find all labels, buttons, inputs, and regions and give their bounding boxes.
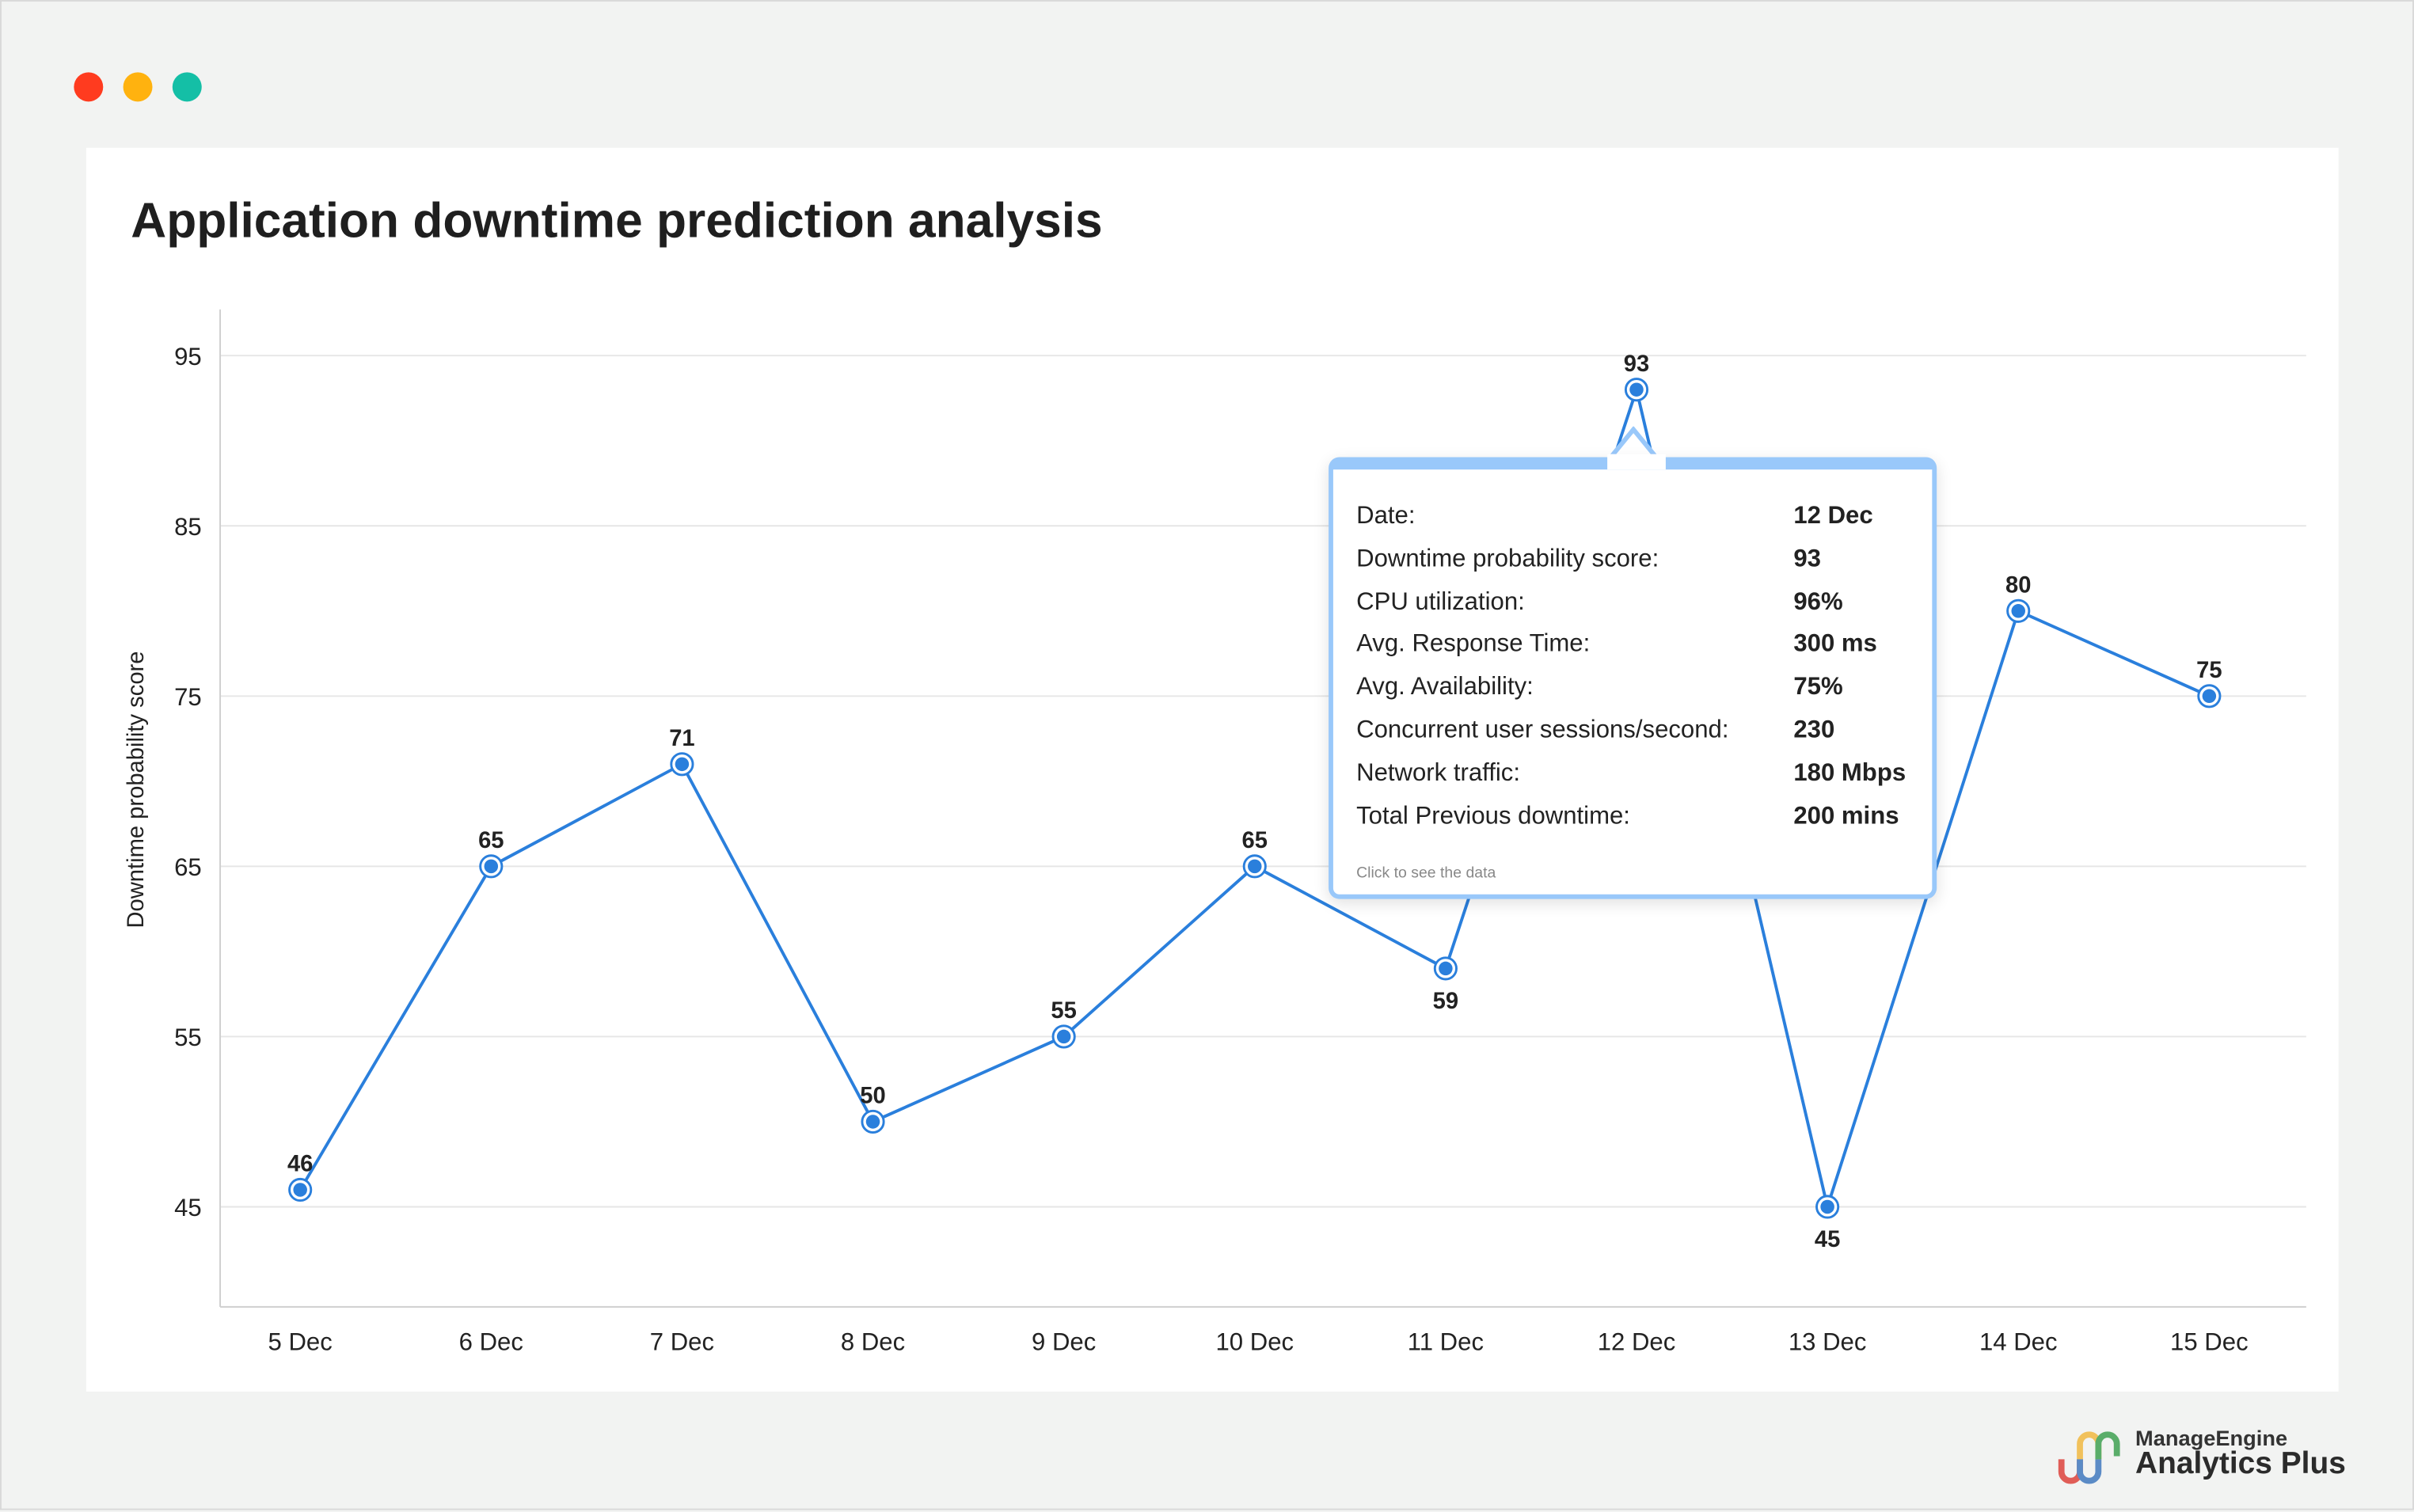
y-tick-label: 65 — [174, 853, 202, 881]
tooltip-label: Network traffic: — [1356, 760, 1521, 787]
tooltip-label: Date: — [1356, 503, 1416, 530]
y-tick-label: 75 — [174, 683, 202, 711]
data-tooltip: Date: 12 Dec Downtime probability score: 93… — [1329, 457, 1937, 899]
analytics-plus-logo-icon — [2058, 1431, 2120, 1484]
x-tick-label: 12 Dec — [1598, 1328, 1676, 1355]
data-point-dot — [865, 1115, 880, 1129]
data-point — [2197, 684, 2222, 709]
minimize-window-button[interactable] — [123, 72, 153, 102]
tooltip-label: CPU utilization: — [1356, 588, 1525, 616]
data-point — [1624, 378, 1649, 402]
data-label: 80 — [2005, 572, 2031, 598]
tooltip-label: Avg. Response Time: — [1356, 632, 1591, 659]
tooltip-link[interactable]: Click to see the data — [1356, 864, 1496, 883]
tooltip-row: Avg. Response Time: 300 ms — [1356, 632, 1925, 663]
x-tick-label: 10 Dec — [1215, 1328, 1294, 1355]
tooltip-row: Total Previous downtime: 200 mins — [1356, 803, 1925, 834]
data-point-dot — [1629, 382, 1644, 397]
data-point-dot — [675, 757, 690, 772]
x-tick-label: 14 Dec — [1979, 1328, 2058, 1355]
x-tick-label: 7 Dec — [650, 1328, 714, 1355]
data-label: 55 — [1051, 998, 1076, 1024]
data-label: 59 — [1433, 989, 1458, 1014]
data-label: 46 — [287, 1152, 313, 1177]
tooltip-value: 12 Dec — [1793, 503, 1873, 530]
tooltip-row: CPU utilization: 96% — [1356, 589, 1925, 620]
tooltip-arrow-cover — [1607, 454, 1666, 470]
tooltip-value: 300 ms — [1793, 632, 1877, 659]
chart-title: Application downtime prediction analysis — [131, 192, 1103, 249]
tooltip-value: 75% — [1793, 674, 1843, 701]
data-label: 65 — [1242, 828, 1268, 853]
data-point-dot — [2011, 604, 2025, 618]
data-point-dot — [2202, 689, 2217, 704]
tooltip-row: Date: 12 Dec — [1356, 503, 1925, 534]
tooltip-value: 96% — [1793, 588, 1843, 616]
tooltip-row: Network traffic: 180 Mbps — [1356, 760, 1925, 791]
tooltip-value: 180 Mbps — [1793, 760, 1906, 787]
close-window-button[interactable] — [74, 72, 104, 102]
data-point-dot — [1820, 1199, 1834, 1214]
tooltip-label: Avg. Availability: — [1356, 674, 1534, 701]
data-label: 45 — [1815, 1227, 1840, 1252]
data-point-dot — [1248, 859, 1262, 874]
y-axis-title: Downtime probability score — [124, 652, 149, 929]
data-label: 71 — [669, 726, 694, 751]
tooltip-label: Concurrent user sessions/second: — [1356, 717, 1729, 744]
tooltip-row: Concurrent user sessions/second: 230 — [1356, 717, 1925, 748]
y-tick-label: 55 — [174, 1024, 202, 1051]
logo: ManageEngine Analytics Plus — [2055, 1426, 2363, 1487]
data-label: 65 — [478, 828, 504, 853]
data-point — [2006, 598, 2031, 623]
tooltip-value: 230 — [1793, 717, 1835, 744]
data-label: 50 — [860, 1084, 885, 1109]
tooltip-row: Avg. Availability: 75% — [1356, 674, 1925, 705]
x-tick-label: 5 Dec — [268, 1328, 333, 1355]
tooltip-value: 200 mins — [1793, 803, 1899, 830]
data-point-dot — [1439, 961, 1453, 976]
data-point-dot — [484, 859, 499, 874]
x-tick-label: 9 Dec — [1032, 1328, 1096, 1355]
data-point — [1242, 854, 1267, 879]
y-tick-label: 85 — [174, 513, 202, 541]
tooltip-value: 93 — [1793, 545, 1821, 572]
tooltip-label: Total Previous downtime: — [1356, 803, 1630, 830]
data-point — [1815, 1195, 1840, 1219]
x-tick-label: 15 Dec — [2170, 1328, 2249, 1355]
y-tick-label: 95 — [174, 343, 202, 370]
x-tick-label: 11 Dec — [1408, 1328, 1484, 1355]
data-point — [288, 1177, 313, 1202]
tooltip-row: Downtime probability score: 93 — [1356, 546, 1925, 577]
data-point — [861, 1109, 885, 1134]
x-tick-label: 13 Dec — [1789, 1328, 1867, 1355]
data-label: 75 — [2196, 658, 2222, 683]
logo-product: Analytics Plus — [2135, 1446, 2346, 1481]
y-tick-label: 45 — [174, 1194, 202, 1221]
data-point — [479, 854, 504, 879]
data-point-dot — [293, 1183, 307, 1197]
tooltip-label: Downtime probability score: — [1356, 545, 1659, 572]
data-point — [1433, 956, 1458, 981]
data-point — [1051, 1024, 1076, 1049]
data-point — [670, 752, 694, 777]
data-point-dot — [1056, 1029, 1071, 1044]
x-tick-label: 8 Dec — [841, 1328, 905, 1355]
logo-brand: ManageEngine — [2135, 1425, 2288, 1450]
maximize-window-button[interactable] — [172, 72, 202, 102]
x-tick-label: 6 Dec — [459, 1328, 523, 1355]
data-label: 93 — [1624, 351, 1649, 377]
